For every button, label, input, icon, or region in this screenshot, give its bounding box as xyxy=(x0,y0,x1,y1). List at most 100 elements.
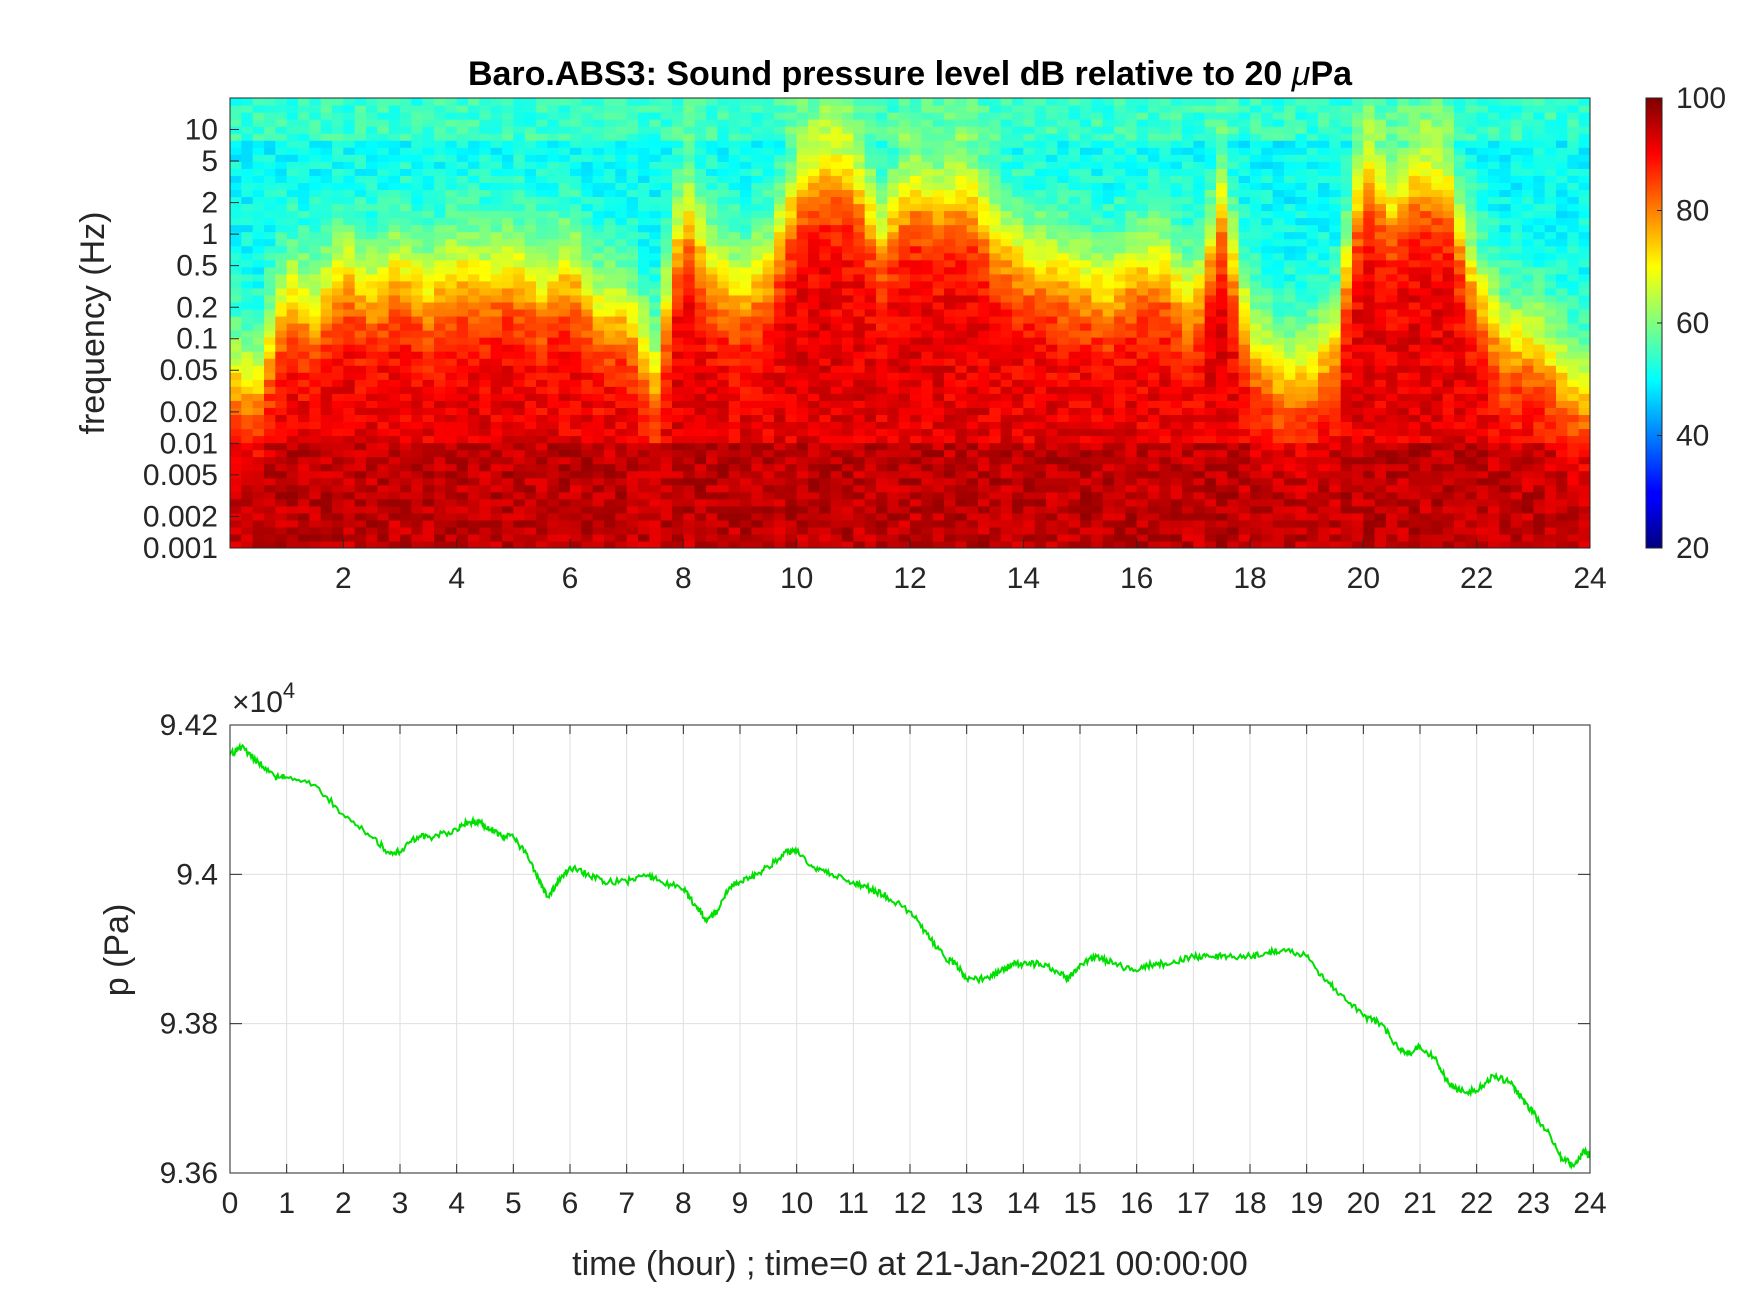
spectrogram-cell xyxy=(422,330,435,338)
spectrogram-cell xyxy=(728,280,741,289)
spectrogram-cell xyxy=(683,337,696,345)
spectrogram-cell xyxy=(241,421,254,430)
spectrogram-cell xyxy=(1046,280,1058,289)
spectrogram-cell xyxy=(502,372,514,380)
spectrogram-cell xyxy=(694,540,707,548)
spectrogram-cell xyxy=(434,189,446,198)
spectrogram-cell xyxy=(1114,519,1126,528)
spectrogram-cell xyxy=(796,238,809,247)
spectrogram-cell xyxy=(762,210,775,219)
spectrogram-cell xyxy=(989,386,1002,394)
spectrogram-cell xyxy=(694,498,707,507)
spectrogram-cell xyxy=(649,358,662,366)
spectrogram-cell xyxy=(445,358,458,366)
spectrogram-cell xyxy=(785,463,798,472)
spectrogram-cell xyxy=(1034,119,1047,127)
spectrogram-cell xyxy=(989,98,1002,106)
spectrogram-cell xyxy=(1102,456,1115,465)
spectrogram-cell xyxy=(502,519,514,528)
spectrogram-cell xyxy=(638,182,650,191)
spectrogram-cell xyxy=(264,119,276,127)
spectrogram-cell xyxy=(400,196,412,205)
spectrogram-cell xyxy=(728,315,741,324)
spectrogram-cell xyxy=(751,344,764,352)
spectrogram-cell xyxy=(615,449,628,458)
spectrogram-cell xyxy=(354,203,367,212)
spectrogram-cell xyxy=(513,526,526,535)
spectrogram-cell xyxy=(944,224,956,233)
spectrogram-cell xyxy=(751,266,764,275)
spectrogram-cell xyxy=(230,386,242,394)
spectrogram-cell xyxy=(592,294,605,303)
spectrogram-cell xyxy=(354,168,367,176)
spectrogram-cell xyxy=(547,231,560,240)
spectrogram-cell xyxy=(252,301,265,310)
spectrogram-cell xyxy=(332,175,344,183)
spectrogram-cell xyxy=(785,351,798,359)
spectrogram-cell xyxy=(955,477,968,486)
spectrogram-cell xyxy=(604,126,616,134)
spectrogram-cell xyxy=(1023,315,1036,324)
spectrogram-cell xyxy=(456,477,469,486)
spectrogram-cell xyxy=(604,456,616,465)
spectrogram-cell xyxy=(842,315,854,324)
spectrogram-cell xyxy=(751,189,764,198)
spectrogram-cell xyxy=(683,372,696,380)
spectrogram-cell xyxy=(966,372,979,380)
spectrogram-cell xyxy=(876,449,888,458)
spectrogram-cell xyxy=(354,449,367,458)
spectrogram-cell xyxy=(411,428,424,437)
spectrogram-cell xyxy=(309,147,322,155)
spectrogram-cell xyxy=(445,308,458,317)
spectrogram-cell xyxy=(1046,400,1058,408)
spectrogram-cell xyxy=(774,238,786,247)
spectrogram-cell xyxy=(864,154,877,162)
spectrogram-cell xyxy=(796,182,809,191)
spectrogram-cell xyxy=(1057,470,1070,479)
spectrogram-cell xyxy=(978,161,990,169)
spectrogram-cell xyxy=(275,533,288,542)
spectrogram-cell xyxy=(502,294,514,303)
spectrogram-cell xyxy=(842,449,854,458)
spectrogram-cell xyxy=(570,449,582,458)
spectrogram-cell xyxy=(1012,484,1024,493)
spectrogram-cell xyxy=(434,196,446,205)
spectrogram-cell xyxy=(468,463,480,472)
spectrogram-cell xyxy=(558,126,571,134)
spectrogram-cell xyxy=(400,161,412,169)
spectrogram-cell xyxy=(751,294,764,303)
spectrogram-cell xyxy=(581,168,594,176)
spectrogram-cell xyxy=(604,119,616,127)
spectrogram-cell xyxy=(456,449,469,458)
spectrogram-cell xyxy=(978,351,990,359)
spectrogram-cell xyxy=(1102,168,1115,176)
spectrogram-cell xyxy=(626,442,639,451)
spectrogram-cell xyxy=(558,365,571,373)
spectrogram-cell xyxy=(422,203,435,212)
spectrogram-cell xyxy=(706,484,718,493)
spectrogram-cell xyxy=(989,245,1002,254)
spectrogram-cell xyxy=(660,126,673,134)
spectrogram-cell xyxy=(241,435,254,444)
spectrogram-cell xyxy=(468,379,480,387)
spectrogram-cell xyxy=(978,512,990,521)
spectrogram-cell xyxy=(445,203,458,212)
spectrogram-cell xyxy=(898,449,911,458)
spectrogram-cell xyxy=(388,526,401,535)
spectrogram-cell xyxy=(1057,414,1070,423)
spectrogram-cell xyxy=(1080,98,1092,106)
spectrogram-cell xyxy=(604,133,616,141)
spectrogram-cell xyxy=(332,147,344,155)
spectrogram-cell xyxy=(898,133,911,141)
spectrogram-cell xyxy=(1091,491,1104,500)
spectrogram-cell xyxy=(1023,266,1036,275)
spectrogram-cell xyxy=(683,217,696,226)
spectrogram-cell xyxy=(1000,393,1013,401)
spectrogram-cell xyxy=(252,112,265,120)
spectrogram-cell xyxy=(320,505,333,514)
spectrogram-cell xyxy=(411,526,424,535)
spectrogram-cell xyxy=(524,519,537,528)
spectrogram-cell xyxy=(513,491,526,500)
spectrogram-cell xyxy=(570,140,582,148)
spectrogram-cell xyxy=(955,245,968,254)
